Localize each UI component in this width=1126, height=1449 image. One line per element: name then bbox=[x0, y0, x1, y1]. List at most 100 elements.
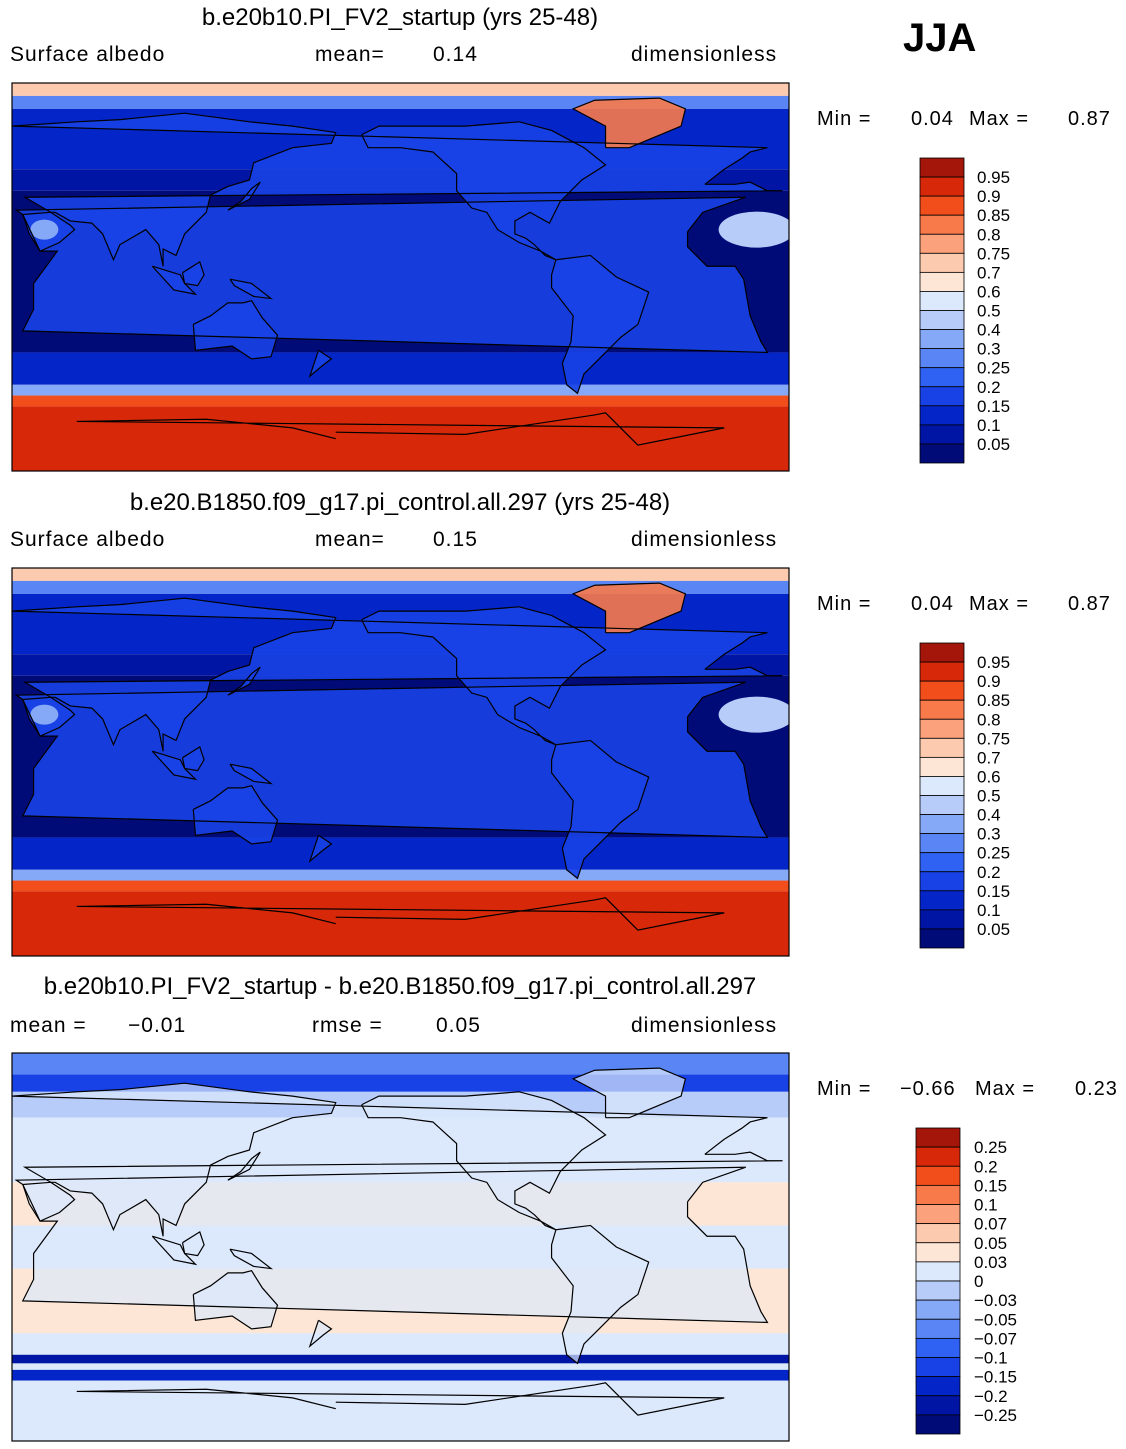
panel-1-max-value: 0.87 bbox=[1068, 108, 1111, 130]
antarctic-ice-band bbox=[12, 406, 789, 471]
coastline bbox=[227, 666, 261, 696]
panel-1-title: b.e20b10.PI_FV2_startup (yrs 25-48) bbox=[201, 4, 599, 31]
panel-2-variable: Surface albedo bbox=[10, 528, 166, 551]
diff-sea-ice-band bbox=[12, 1369, 789, 1381]
coastline bbox=[361, 121, 607, 261]
panel-1-mean-value: 0.14 bbox=[433, 43, 478, 66]
colorbar-1-box bbox=[919, 424, 965, 445]
colorbar-1-box bbox=[919, 195, 965, 216]
colorbar-3-label: −0.07 bbox=[974, 1329, 1017, 1348]
coastline bbox=[181, 745, 205, 772]
colorbar-2-box bbox=[919, 852, 965, 873]
panel-1-units: dimensionless bbox=[631, 43, 778, 66]
coastline bbox=[227, 181, 261, 211]
coastline bbox=[12, 112, 783, 267]
colorbar-2-box bbox=[919, 814, 965, 835]
colorbar-3-box bbox=[915, 1395, 961, 1416]
land-fill bbox=[182, 261, 205, 286]
coastline bbox=[76, 412, 725, 446]
panel-1-max-label: Max = bbox=[969, 108, 1030, 130]
panel-1-min-label: Min = bbox=[817, 108, 872, 130]
colorbar-3-label: 0.05 bbox=[974, 1234, 1007, 1253]
colorbar-1-label: 0.4 bbox=[977, 321, 1001, 340]
colorbar-1-box bbox=[919, 348, 965, 369]
colorbar-1-label: 0.9 bbox=[977, 187, 1001, 206]
colorbar-3-box bbox=[915, 1261, 961, 1282]
colorbar-1-label: 0.8 bbox=[977, 225, 1001, 244]
colorbar-3-label: −0.2 bbox=[974, 1387, 1008, 1406]
land-fill bbox=[229, 1249, 271, 1269]
colorbar-1-label: 0.1 bbox=[977, 416, 1001, 435]
colorbar-2-label: 0.05 bbox=[977, 920, 1010, 939]
land-fill bbox=[361, 606, 606, 745]
coastline bbox=[22, 696, 76, 737]
colorbar-3-box bbox=[915, 1184, 961, 1205]
coastline bbox=[14, 1166, 769, 1324]
colorbar-1-label: 0.15 bbox=[977, 397, 1010, 416]
coastline bbox=[229, 278, 274, 300]
coastline bbox=[229, 763, 274, 785]
colorbar-2-label: 0.6 bbox=[977, 767, 1001, 786]
arctic-band bbox=[12, 568, 789, 581]
panel-3-units: dimensionless bbox=[631, 1014, 778, 1037]
sahara-patch bbox=[718, 696, 789, 733]
colorbar-2-label: 0.95 bbox=[977, 653, 1010, 672]
colorbar-2-label: 0.15 bbox=[977, 882, 1010, 901]
southern-ocean-band bbox=[12, 352, 789, 385]
coastline bbox=[571, 1067, 687, 1119]
sea-ice-band bbox=[12, 395, 789, 407]
map-field-3 bbox=[12, 1053, 789, 1441]
panel-3-max-value: 0.23 bbox=[1075, 1078, 1118, 1100]
panel-2-mean-value: 0.15 bbox=[433, 528, 478, 551]
colorbar-2-label: 0.2 bbox=[977, 863, 1001, 882]
coastline bbox=[308, 834, 333, 863]
panel-3-mean-value: −0.01 bbox=[128, 1014, 187, 1037]
coastline bbox=[151, 750, 198, 781]
land-fill bbox=[182, 746, 205, 771]
colorbar-2-label: 0.5 bbox=[977, 787, 1001, 806]
coastline bbox=[22, 211, 76, 252]
colorbar-1-label: 0.2 bbox=[977, 378, 1001, 397]
coastline bbox=[22, 1181, 76, 1222]
colorbar-2-box bbox=[919, 680, 965, 701]
colorbar-1-box bbox=[919, 443, 965, 464]
colorbar-3-label: 0 bbox=[974, 1272, 983, 1291]
panel-3-rmse-label: rmse = bbox=[312, 1014, 383, 1037]
colorbar-2-box bbox=[919, 909, 965, 930]
colorbar-3-label: 0.15 bbox=[974, 1176, 1007, 1195]
colorbar-3-label: −0.1 bbox=[974, 1349, 1008, 1368]
coastline bbox=[550, 1224, 650, 1365]
panel-2-title: b.e20.B1850.f09_g17.pi_control.all.297 (… bbox=[129, 489, 671, 516]
colorbar-3-label: 0.25 bbox=[974, 1138, 1007, 1157]
land-fill bbox=[227, 182, 261, 211]
colorbar-3-box bbox=[915, 1223, 961, 1244]
colorbar-1-box bbox=[919, 329, 965, 350]
coastline bbox=[14, 681, 769, 839]
colorbar-1-box bbox=[919, 176, 965, 197]
colorbar-2-label: 0.85 bbox=[977, 691, 1010, 710]
colorbar-2-box bbox=[919, 642, 965, 663]
colorbar-2-box bbox=[919, 718, 965, 739]
colorbar-3-label: −0.03 bbox=[974, 1291, 1017, 1310]
land-fill bbox=[12, 113, 783, 267]
map-field-1 bbox=[12, 83, 789, 471]
coastline bbox=[229, 1248, 274, 1270]
land-fill bbox=[193, 1270, 278, 1329]
map-frame-1 bbox=[11, 82, 790, 472]
colorbar-2-box bbox=[919, 890, 965, 911]
antarctic-ice-band bbox=[12, 891, 789, 956]
coastline bbox=[12, 1082, 783, 1237]
colorbar-1-label: 0.05 bbox=[977, 435, 1010, 454]
coastline bbox=[192, 1270, 279, 1330]
colorbar-2-label: 0.8 bbox=[977, 710, 1001, 729]
coastline bbox=[181, 260, 205, 287]
arabia-patch bbox=[30, 704, 59, 725]
colorbar-3-label: −0.25 bbox=[974, 1406, 1017, 1425]
colorbar-2-box bbox=[919, 871, 965, 892]
land-fill bbox=[551, 255, 649, 394]
coastline bbox=[76, 897, 725, 931]
land-fill bbox=[12, 1083, 783, 1237]
coastline bbox=[14, 196, 769, 354]
colorbar-3-box bbox=[915, 1204, 961, 1225]
